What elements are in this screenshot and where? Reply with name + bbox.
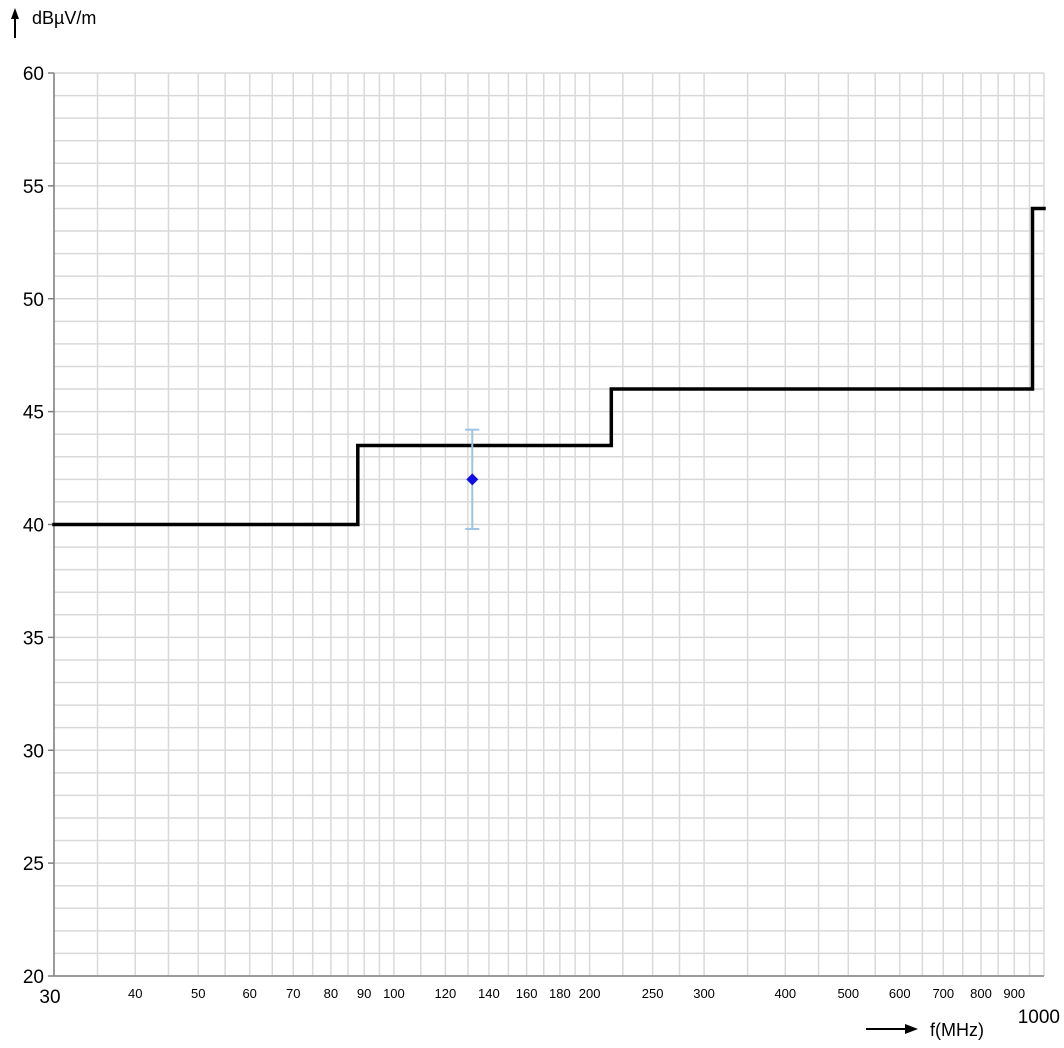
- x-tick-label: 40: [128, 986, 142, 1001]
- x-tick-label: 800: [970, 986, 992, 1001]
- x-tick-label: 50: [191, 986, 205, 1001]
- x-tick-label: 100: [383, 986, 405, 1001]
- x-tick-label: 700: [932, 986, 954, 1001]
- measurement-point: [466, 473, 479, 486]
- x-tick-label: 180: [549, 986, 571, 1001]
- y-axis-title-group: dBµV/m: [11, 8, 96, 38]
- grid: [53, 72, 1045, 977]
- y-tick-label: 25: [23, 854, 44, 875]
- limit-line: [52, 206, 1046, 527]
- y-tick-label: 30: [23, 741, 44, 762]
- x-tick-label: 200: [579, 986, 601, 1001]
- series: [52, 206, 1046, 531]
- x-tick-label: 600: [889, 986, 911, 1001]
- y-tick-label: 50: [23, 290, 44, 311]
- x-tick-label: 400: [774, 986, 796, 1001]
- x-tick-label: 80: [324, 986, 338, 1001]
- x-axis-title-group: f(MHz): [866, 1020, 984, 1040]
- up-arrow-head-icon: [11, 8, 19, 19]
- x-tick-label: 500: [837, 986, 859, 1001]
- y-axis-title: dBµV/m: [32, 8, 96, 28]
- x-tick-label: 900: [1003, 986, 1025, 1001]
- x-tick-label: 300: [693, 986, 715, 1001]
- y-tick-label: 55: [23, 177, 44, 198]
- y-tick-label: 20: [23, 967, 44, 988]
- x-tick-label: 160: [516, 986, 538, 1001]
- x-tick-label: 1000: [1018, 1007, 1060, 1028]
- y-tick-label: 45: [23, 403, 44, 424]
- y-tick-label: 40: [23, 516, 44, 537]
- x-tick-label: 30: [39, 987, 60, 1008]
- y-tick-label: 60: [23, 64, 44, 85]
- x-tick-label: 60: [242, 986, 256, 1001]
- right-arrow-head-icon: [905, 1024, 918, 1034]
- x-axis-title: f(MHz): [930, 1020, 984, 1040]
- x-tick-label: 70: [286, 986, 300, 1001]
- x-tick-label: 250: [642, 986, 664, 1001]
- x-tick-label: 140: [478, 986, 500, 1001]
- x-tick-label: 90: [357, 986, 371, 1001]
- y-tick-label: 35: [23, 628, 44, 649]
- x-tick-label: 120: [435, 986, 457, 1001]
